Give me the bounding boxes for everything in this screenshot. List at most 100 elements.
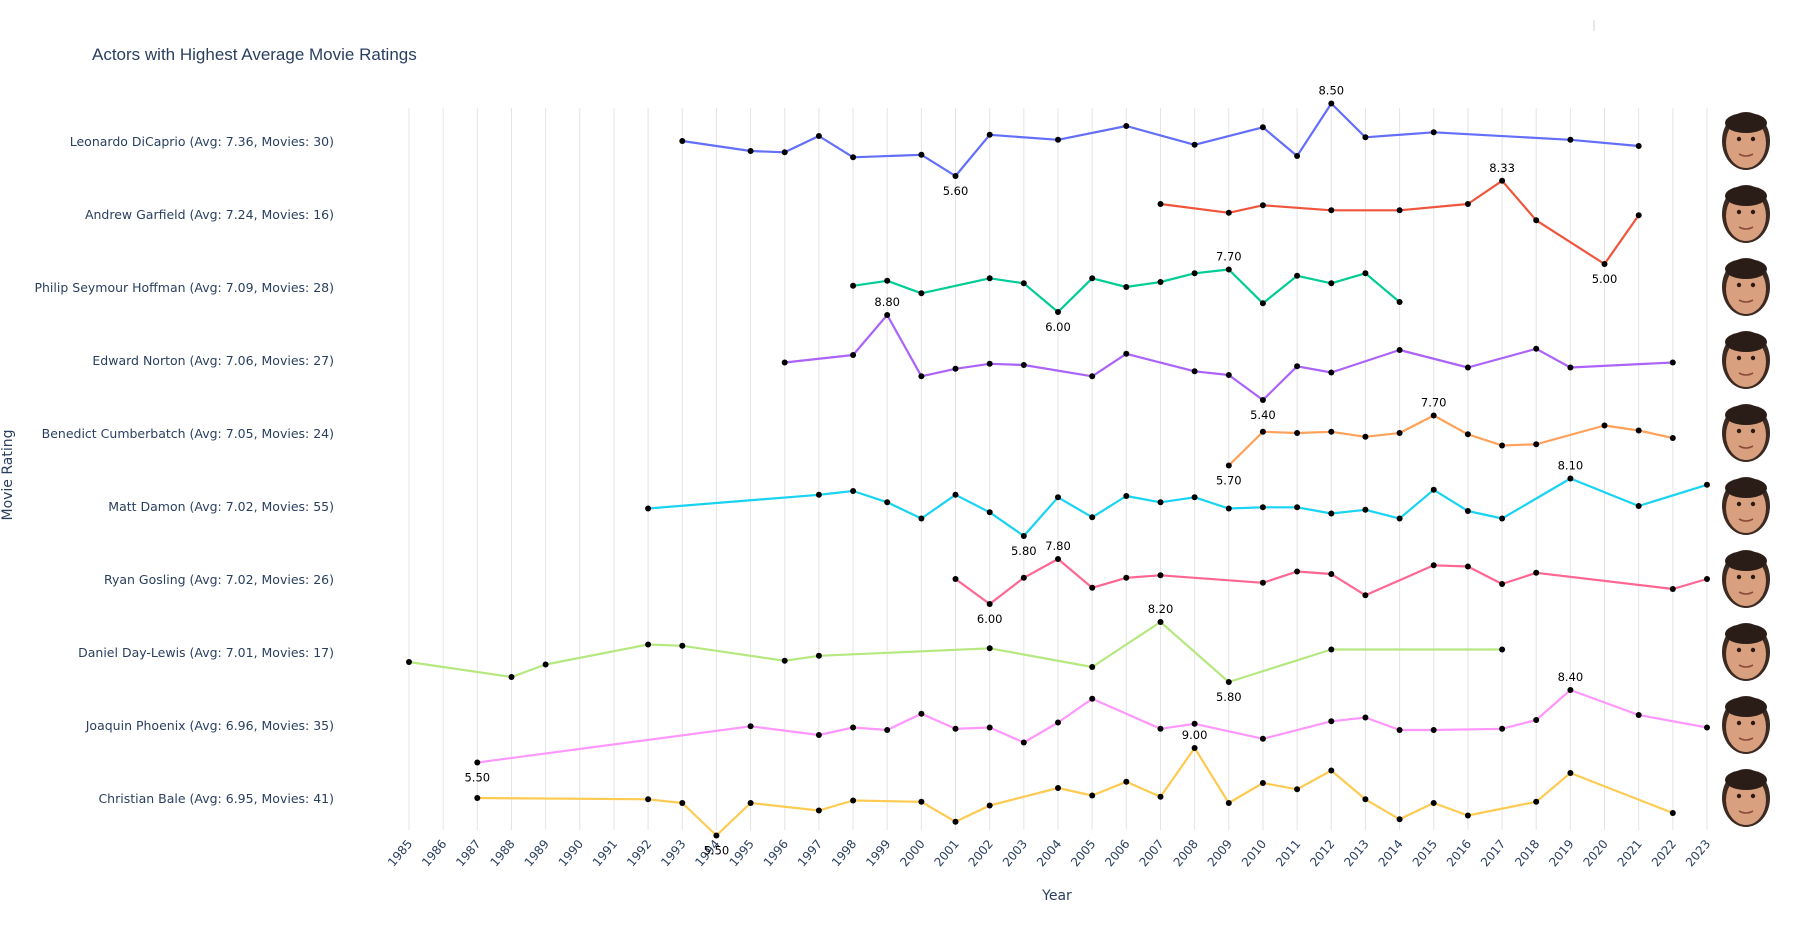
data-point[interactable] xyxy=(1259,780,1266,786)
data-point[interactable] xyxy=(1362,433,1369,440)
data-point[interactable] xyxy=(1191,270,1198,277)
data-point[interactable] xyxy=(1225,679,1232,685)
data-point[interactable] xyxy=(679,642,686,649)
data-point[interactable] xyxy=(1259,579,1266,586)
data-point[interactable] xyxy=(1294,153,1301,159)
data-point[interactable] xyxy=(1601,422,1608,429)
data-point[interactable] xyxy=(1328,280,1335,287)
data-point[interactable] xyxy=(1362,714,1369,721)
data-point[interactable] xyxy=(918,515,925,522)
data-point[interactable] xyxy=(1157,499,1164,506)
data-point[interactable] xyxy=(1020,739,1027,746)
data-point[interactable] xyxy=(713,832,720,839)
data-point[interactable] xyxy=(815,652,822,659)
data-point[interactable] xyxy=(850,282,857,289)
data-point[interactable] xyxy=(986,802,993,809)
data-point[interactable] xyxy=(1396,515,1403,522)
data-point[interactable] xyxy=(1055,719,1061,726)
data-point[interactable] xyxy=(1123,284,1130,290)
data-point[interactable] xyxy=(1055,494,1061,501)
data-point[interactable] xyxy=(1499,646,1506,653)
data-point[interactable] xyxy=(1089,664,1096,670)
data-point[interactable] xyxy=(1259,504,1266,511)
data-point[interactable] xyxy=(918,290,925,297)
data-point[interactable] xyxy=(1191,494,1198,501)
data-point[interactable] xyxy=(1601,261,1608,267)
data-point[interactable] xyxy=(918,151,925,158)
data-point[interactable] xyxy=(1225,266,1232,273)
data-point[interactable] xyxy=(679,138,686,144)
data-point[interactable] xyxy=(952,725,959,732)
data-point[interactable] xyxy=(1533,441,1540,448)
data-point[interactable] xyxy=(1362,506,1369,513)
data-point[interactable] xyxy=(406,659,412,665)
data-point[interactable] xyxy=(781,657,788,664)
data-point[interactable] xyxy=(1328,646,1335,653)
data-point[interactable] xyxy=(474,759,481,766)
data-point[interactable] xyxy=(986,131,993,138)
data-point[interactable] xyxy=(1020,362,1027,368)
data-point[interactable] xyxy=(952,491,959,498)
data-point[interactable] xyxy=(1328,767,1335,774)
data-point[interactable] xyxy=(1464,508,1471,514)
data-point[interactable] xyxy=(1430,412,1437,419)
data-point[interactable] xyxy=(1499,515,1506,522)
data-point[interactable] xyxy=(1635,143,1642,149)
data-point[interactable] xyxy=(1157,572,1164,579)
data-point[interactable] xyxy=(815,491,822,498)
data-point[interactable] xyxy=(1669,435,1676,441)
data-point[interactable] xyxy=(884,499,891,506)
data-point[interactable] xyxy=(815,133,822,139)
data-point[interactable] xyxy=(645,641,652,648)
data-point[interactable] xyxy=(1499,581,1506,587)
data-point[interactable] xyxy=(1225,372,1232,378)
data-point[interactable] xyxy=(1464,563,1471,570)
data-point[interactable] xyxy=(1635,212,1642,219)
data-point[interactable] xyxy=(542,661,549,668)
data-point[interactable] xyxy=(1123,493,1130,499)
data-point[interactable] xyxy=(1123,574,1130,581)
data-point[interactable] xyxy=(1259,124,1266,131)
data-point[interactable] xyxy=(986,509,993,516)
data-point[interactable] xyxy=(1328,510,1335,517)
data-point[interactable] xyxy=(1123,350,1130,357)
data-point[interactable] xyxy=(952,173,959,179)
data-point[interactable] xyxy=(1567,770,1574,776)
data-point[interactable] xyxy=(508,674,515,680)
data-point[interactable] xyxy=(815,807,822,814)
data-point[interactable] xyxy=(884,312,891,318)
data-point[interactable] xyxy=(850,154,857,161)
data-point[interactable] xyxy=(1089,792,1096,799)
data-point[interactable] xyxy=(1259,428,1266,435)
data-point[interactable] xyxy=(1294,363,1301,370)
data-point[interactable] xyxy=(1055,136,1061,143)
data-point[interactable] xyxy=(747,800,754,806)
data-point[interactable] xyxy=(781,149,788,156)
data-point[interactable] xyxy=(1191,720,1198,727)
data-point[interactable] xyxy=(1089,373,1096,380)
data-point[interactable] xyxy=(1225,462,1232,469)
data-point[interactable] xyxy=(679,800,686,806)
data-point[interactable] xyxy=(1055,556,1061,562)
data-point[interactable] xyxy=(1294,272,1301,279)
data-point[interactable] xyxy=(1294,430,1301,436)
data-point[interactable] xyxy=(1499,177,1506,184)
data-point[interactable] xyxy=(1123,778,1130,785)
data-point[interactable] xyxy=(1464,364,1471,371)
data-point[interactable] xyxy=(1533,569,1540,576)
data-point[interactable] xyxy=(884,727,891,733)
data-point[interactable] xyxy=(1328,428,1335,435)
data-point[interactable] xyxy=(1294,568,1301,575)
data-point[interactable] xyxy=(815,732,822,738)
data-point[interactable] xyxy=(645,796,652,803)
data-point[interactable] xyxy=(850,352,857,358)
data-point[interactable] xyxy=(986,724,993,731)
data-point[interactable] xyxy=(1430,486,1437,493)
data-point[interactable] xyxy=(986,360,993,367)
data-point[interactable] xyxy=(918,710,925,717)
data-point[interactable] xyxy=(952,818,959,825)
data-point[interactable] xyxy=(884,277,891,284)
data-point[interactable] xyxy=(986,601,993,607)
data-point[interactable] xyxy=(1259,735,1266,742)
data-point[interactable] xyxy=(1567,364,1574,371)
